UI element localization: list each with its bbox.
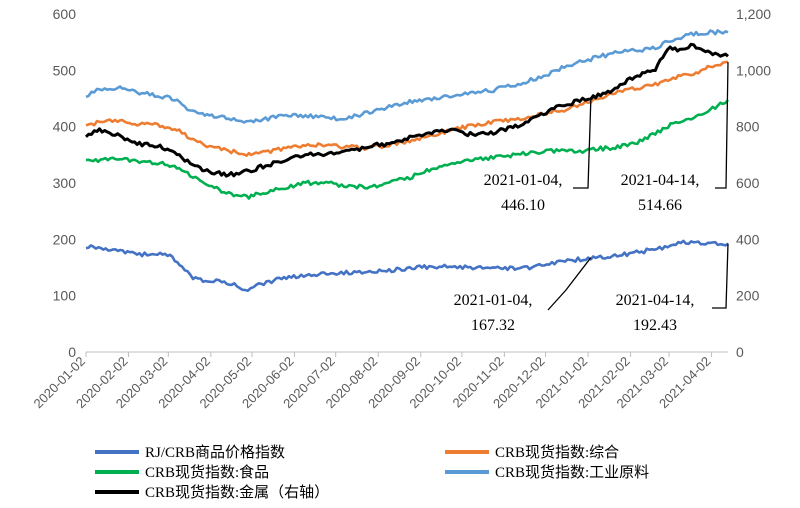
series-line — [84, 42, 729, 178]
annotation-date: 2021-04-14, — [621, 172, 700, 189]
legend-label: CRB现货指数:综合 — [495, 444, 619, 461]
series-line — [85, 239, 729, 293]
annotation-leader-line — [712, 243, 729, 309]
annotation-date: 2021-01-04, — [484, 172, 563, 189]
y-left-tick-label: 0 — [68, 344, 76, 360]
annotation-value: 446.10 — [501, 197, 545, 214]
y-right-tick-label: 0 — [736, 344, 744, 360]
y-left-tick-label: 600 — [53, 6, 77, 22]
annotation-date: 2021-01-04, — [454, 292, 533, 309]
annotation-leader-line — [715, 62, 729, 189]
annotation-date: 2021-04-14, — [616, 292, 695, 309]
y-right-tick-label: 1,200 — [736, 6, 771, 22]
y-right-tick-label: 400 — [736, 231, 760, 247]
y-right-tick-label: 200 — [736, 288, 760, 304]
annotation-value: 167.32 — [471, 317, 515, 334]
legend-label: CRB现货指数:金属（右轴） — [145, 484, 329, 501]
y-right-tick-label: 1,000 — [736, 62, 771, 78]
y-left-tick-label: 100 — [53, 288, 77, 304]
y-left-tick-label: 400 — [53, 119, 77, 135]
y-right-tick-label: 600 — [736, 175, 760, 191]
series-line — [85, 99, 729, 200]
annotations: 2021-01-04, 446.10 2021-04-14, 514.66 2021-0… — [454, 62, 729, 334]
annotation-value: 514.66 — [638, 197, 682, 214]
series-line — [85, 29, 729, 124]
y-left-tick-label: 500 — [53, 62, 77, 78]
y-right-tick-label: 800 — [736, 119, 760, 135]
legend-label: CRB现货指数:食品 — [145, 464, 269, 481]
legend: RJ/CRB商品价格指数 CRB现货指数:综合 CRB现货指数:食品 CRB现货指数:… — [95, 444, 649, 501]
annotation-leader-line — [547, 257, 592, 311]
legend-label: RJ/CRB商品价格指数 — [145, 444, 285, 461]
series-line — [85, 60, 728, 157]
legend-label: CRB现货指数:工业原料 — [495, 464, 649, 481]
annotation-value: 192.43 — [633, 317, 677, 334]
y-left-tick-label: 300 — [53, 175, 77, 191]
y-left-tick-label: 200 — [53, 231, 77, 247]
annotation-leader-line — [573, 100, 592, 189]
series-lines — [84, 29, 729, 293]
